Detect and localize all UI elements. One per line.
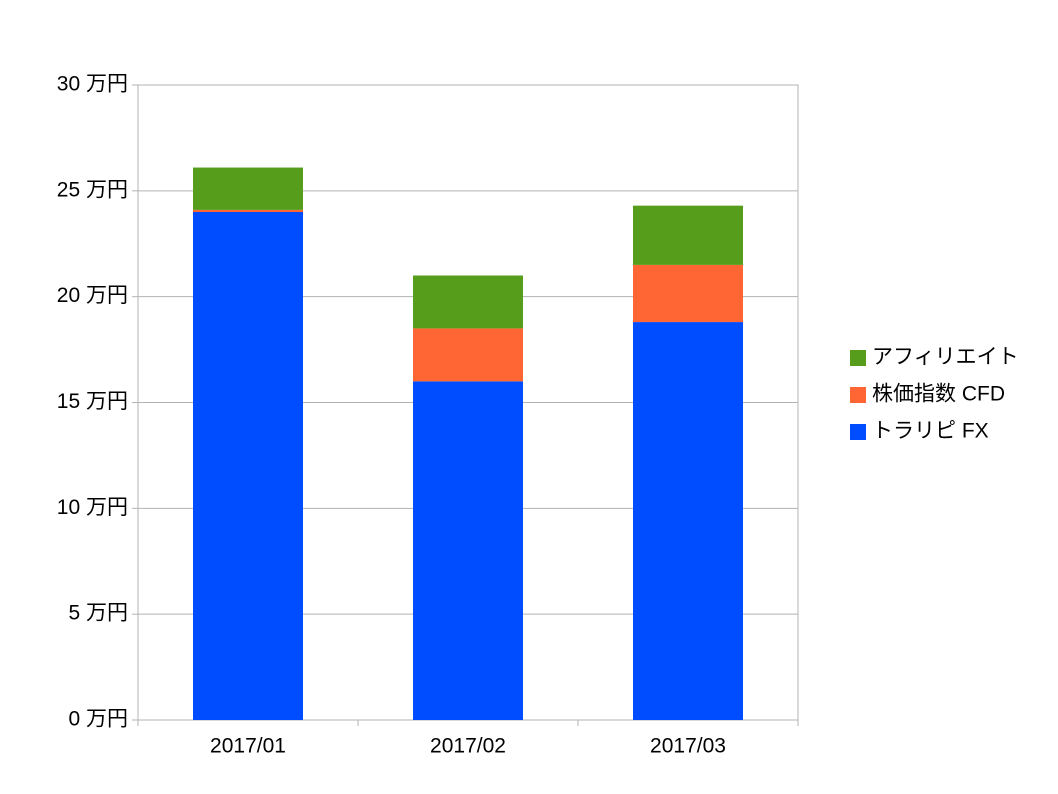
bar-segment	[193, 209, 303, 212]
bar-segment	[413, 381, 523, 720]
y-tick-label: 30 万円	[57, 73, 128, 96]
y-tick-label: 5 万円	[68, 602, 128, 625]
bar-segment	[633, 205, 743, 265]
y-tick-label: 20 万円	[57, 284, 128, 307]
bar-segment	[413, 275, 523, 329]
legend-label: トラリピ FX	[872, 420, 989, 443]
y-tick-label: 0 万円	[68, 708, 128, 731]
bar-segment	[193, 167, 303, 210]
bar-segment	[413, 328, 523, 382]
x-tick-label: 2017/02	[430, 735, 506, 758]
y-tick-label: 25 万円	[57, 178, 128, 201]
legend-swatch	[850, 424, 866, 440]
y-tick-label: 10 万円	[57, 496, 128, 519]
y-tick-label: 15 万円	[57, 390, 128, 413]
legend-swatch	[850, 387, 866, 403]
x-tick-label: 2017/03	[650, 735, 726, 758]
legend-label: アフィリエイト	[872, 346, 1019, 369]
legend-label: 株価指数 CFD	[872, 383, 1005, 406]
x-tick-label: 2017/01	[210, 735, 286, 758]
legend-swatch	[850, 350, 866, 366]
bar-segment	[633, 264, 743, 323]
bar-segment	[633, 322, 743, 720]
bar-segment	[193, 212, 303, 720]
